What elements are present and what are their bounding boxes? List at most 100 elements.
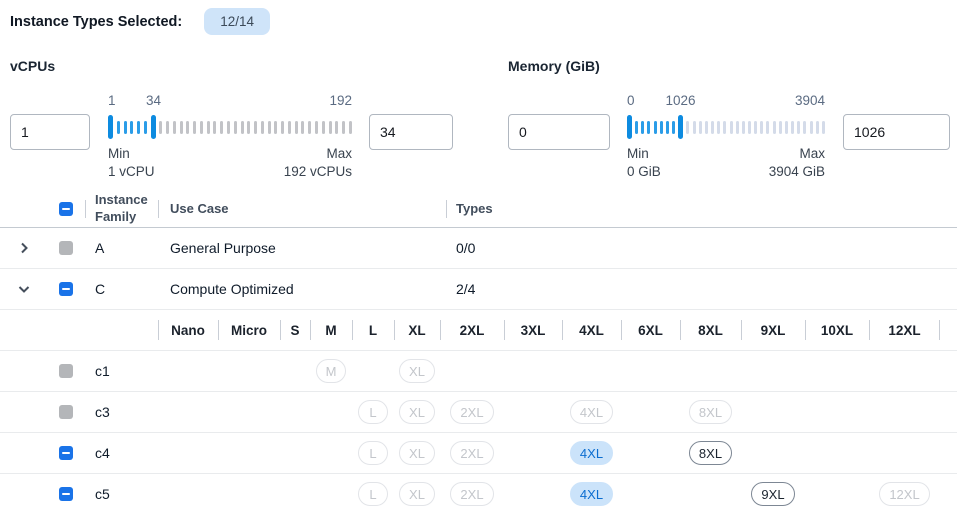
size-cell: L [352, 392, 394, 432]
size-cell [218, 351, 280, 391]
size-badge-xl: XL [399, 400, 435, 424]
min-label: Min [627, 146, 649, 161]
size-badge-xl: XL [399, 441, 435, 465]
select-checkbox [59, 364, 73, 378]
use-case-label: Compute Optimized [170, 281, 294, 297]
types-count: 0/0 [456, 240, 476, 256]
slider-tick [193, 120, 197, 134]
expander-cell [0, 351, 47, 391]
size-cell [869, 351, 940, 391]
size-cell [352, 351, 394, 391]
vcpus-minmax: Min 1 vCPU Max 192 vCPUs [108, 145, 352, 180]
slider-tick [301, 120, 305, 134]
slider-tick [172, 120, 176, 134]
vcpus-scale: 1 34 192 [108, 93, 352, 109]
size-badge-l: L [358, 400, 388, 424]
size-cell: L [352, 433, 394, 473]
use-case-column-header: Use Case [170, 201, 229, 216]
memory-min-input[interactable] [508, 114, 610, 150]
scale-start-label: 0 [627, 93, 635, 108]
size-badge-4xl[interactable]: 4XL [569, 482, 614, 506]
memory-filter: Memory (GiB) 0 1026 3904 Min 0 GiB Max 3… [508, 55, 957, 183]
scale-current-label: 34 [145, 93, 162, 108]
slider-tick [672, 120, 676, 134]
slider-rail[interactable] [108, 115, 352, 139]
slider-tick [348, 120, 352, 134]
slider-tick [159, 120, 163, 134]
select-checkbox[interactable] [59, 487, 73, 501]
size-column-header: 8XL [680, 310, 741, 350]
table-row: c4 L XL 2XL 4XL 8XL [0, 433, 957, 474]
slider-tick [647, 120, 651, 134]
size-cell: 8XL [680, 433, 741, 473]
slider-min-handle[interactable] [627, 115, 632, 139]
slider-tick [653, 120, 657, 134]
checkbox-cell [47, 392, 85, 432]
slider-tick [213, 120, 217, 134]
size-column-header: L [352, 310, 394, 350]
slider-tick [772, 120, 776, 134]
size-badge-8xl: 8XL [688, 400, 733, 424]
select-checkbox [59, 405, 73, 419]
size-cell [218, 433, 280, 473]
size-badge-8xl[interactable]: 8XL [688, 441, 733, 465]
chevron-down-icon[interactable] [16, 281, 32, 297]
size-cell: 8XL [680, 392, 741, 432]
use-case-cell: General Purpose [158, 228, 446, 268]
slider-tick [233, 120, 237, 134]
minus-checkbox-icon [62, 207, 70, 210]
slider-tick [704, 120, 708, 134]
vcpus-filter: vCPUs 1 34 192 Min 1 vCPU Max 192 vCPUs [10, 55, 453, 183]
size-cell [621, 433, 680, 473]
instance-name: c3 [95, 404, 110, 420]
size-cell: L [352, 474, 394, 510]
slider-max-handle[interactable] [150, 115, 156, 139]
slider-tick [294, 120, 298, 134]
slider-tick [321, 120, 325, 134]
table-row: C Compute Optimized 2/4 [0, 269, 957, 310]
size-cell [218, 474, 280, 510]
size-column-header: 4XL [562, 310, 621, 350]
vcpus-min-input[interactable] [10, 114, 90, 150]
min-label: Min [108, 146, 130, 161]
memory-max-input[interactable] [843, 114, 950, 150]
slider-tick [260, 120, 264, 134]
select-all-cell [47, 190, 85, 227]
slider-tick [741, 120, 745, 134]
size-column-header: Micro [218, 310, 280, 350]
slider-tick [186, 120, 190, 134]
size-cell [805, 351, 869, 391]
select-checkbox[interactable] [59, 282, 73, 296]
slider-rail[interactable] [627, 115, 825, 139]
size-cell: XL [394, 433, 440, 473]
size-badge-9xl[interactable]: 9XL [751, 482, 795, 506]
size-column-header: 3XL [504, 310, 562, 350]
slider-tick [760, 120, 764, 134]
chevron-right-icon[interactable] [16, 240, 32, 256]
size-cell: 4XL [562, 474, 621, 510]
slider-tick [220, 120, 224, 134]
select-checkbox[interactable] [59, 446, 73, 460]
minus-checkbox-icon [62, 493, 70, 495]
size-badge-4xl[interactable]: 4XL [569, 441, 614, 465]
checkbox-cell [47, 228, 85, 268]
size-cell [440, 351, 504, 391]
slider-max-handle[interactable] [678, 115, 684, 139]
slider-tick [754, 120, 758, 134]
slider-min-handle[interactable] [108, 115, 113, 139]
slider-tick [281, 120, 285, 134]
vcpus-max-input[interactable] [369, 114, 453, 150]
size-cell: XL [394, 474, 440, 510]
slider-tick [821, 120, 825, 134]
size-badge-2xl: 2XL [450, 482, 494, 506]
slider-tick [735, 120, 739, 134]
slider-tick [335, 120, 339, 134]
slider-tick [797, 120, 801, 134]
size-badge-xl: XL [399, 359, 435, 383]
select-all-checkbox[interactable] [59, 201, 73, 216]
instance-name: c5 [95, 486, 110, 502]
table-row: A General Purpose 0/0 [0, 228, 957, 269]
types-cell: 2/4 [446, 269, 957, 309]
size-cell [805, 433, 869, 473]
